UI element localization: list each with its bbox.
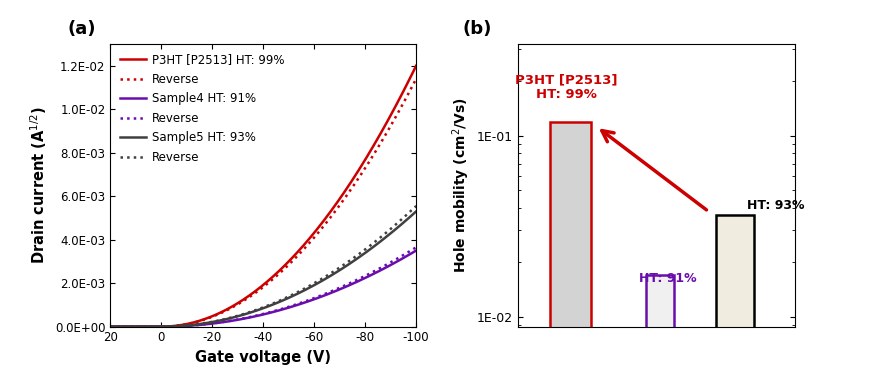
Y-axis label: Hole mobility (cm$^2$/Vs): Hole mobility (cm$^2$/Vs): [450, 98, 472, 273]
Text: (a): (a): [68, 21, 96, 39]
Text: P3HT [P2513]
HT: 99%: P3HT [P2513] HT: 99%: [516, 73, 618, 101]
Text: HT: 93%: HT: 93%: [747, 199, 804, 212]
Y-axis label: Drain current (A$^{1/2}$): Drain current (A$^{1/2}$): [29, 106, 49, 264]
Text: HT: 91%: HT: 91%: [638, 272, 697, 285]
Bar: [716, 215, 753, 367]
Bar: [550, 121, 591, 367]
Bar: [645, 275, 675, 367]
X-axis label: Gate voltage (V): Gate voltage (V): [195, 350, 331, 365]
Text: (b): (b): [463, 21, 492, 39]
Legend: P3HT [P2513] HT: 99%, Reverse, Sample4 HT: 91%, Reverse, Sample5 HT: 93%, Revers: P3HT [P2513] HT: 99%, Reverse, Sample4 H…: [117, 50, 288, 167]
